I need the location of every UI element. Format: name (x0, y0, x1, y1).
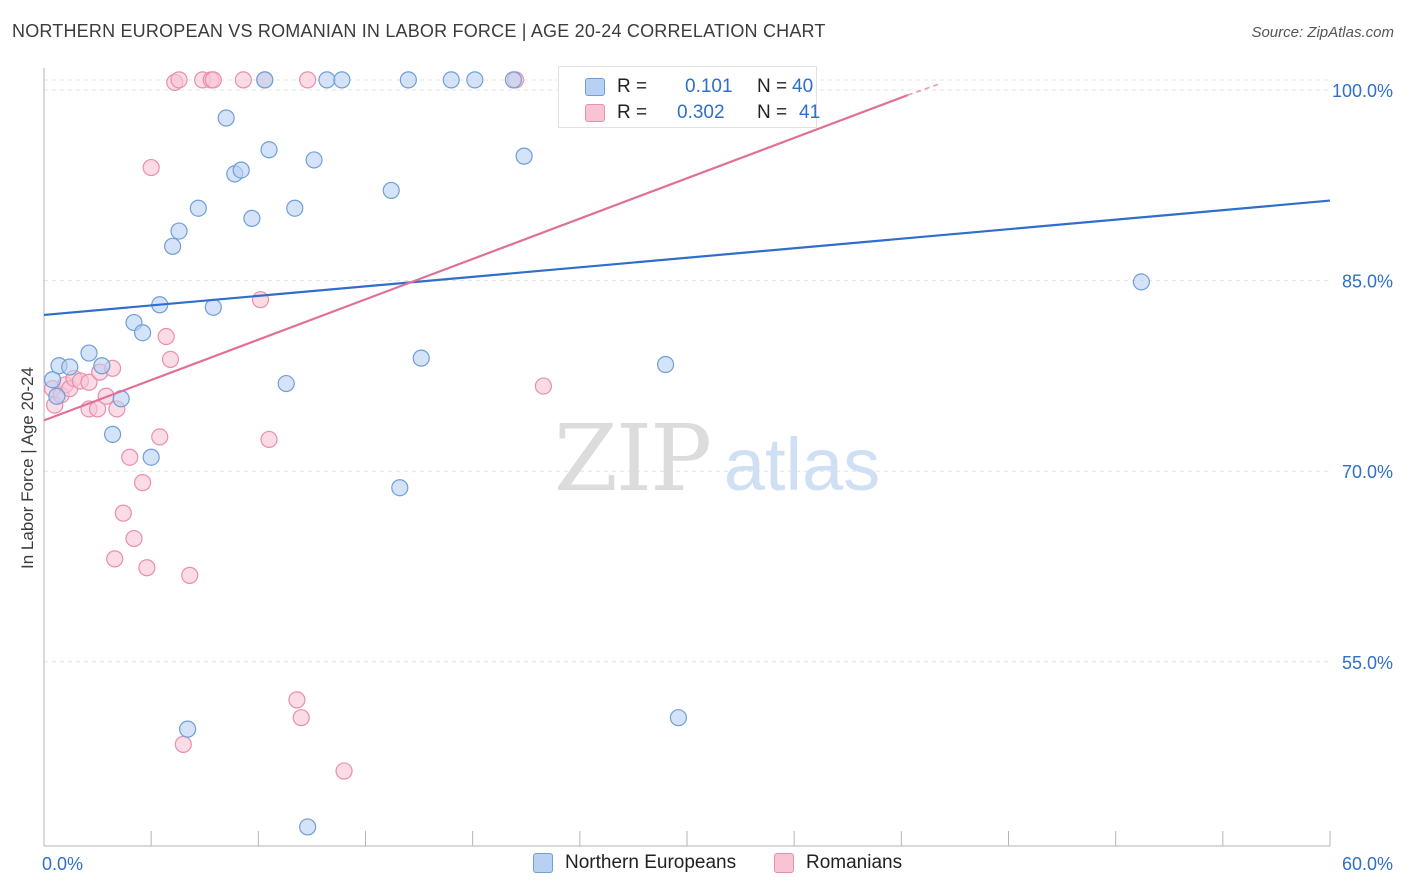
romanians-point (288, 691, 306, 709)
northern-europeans-point (260, 141, 278, 159)
stats-box: R = 0.101 N = 40 R = 0.302 N = 41 (558, 66, 821, 128)
legend-label-romanians: Romanians (806, 852, 903, 873)
northern-europeans-point (412, 349, 430, 367)
x-tick-label: 60.0% (1342, 854, 1393, 874)
romanians-point (157, 327, 175, 346)
northern-europeans-point (93, 357, 111, 375)
northern-europeans-points (43, 71, 1150, 836)
northern-europeans-point (103, 425, 122, 443)
legend-item-northern-europeans[interactable]: Northern Europeans (533, 852, 736, 874)
romanians-point (142, 158, 160, 177)
northern-europeans-point (43, 371, 62, 389)
source-credit: Source: ZipAtlas.com (1251, 24, 1394, 41)
romanians-point (181, 566, 199, 584)
northern-europeans-point (217, 109, 235, 127)
legend-swatch-pink (774, 853, 794, 873)
northern-europeans-point (382, 181, 400, 200)
legend-swatch-blue (533, 853, 553, 873)
stats-r-value-blue: 0.101 (685, 76, 733, 97)
legend: Northern Europeans Romanians (0, 852, 1406, 878)
y-tick-label: 55.0% (1342, 653, 1393, 673)
stats-swatch-pink (585, 104, 605, 122)
legend-label-northern-europeans: Northern Europeans (565, 852, 737, 873)
northern-europeans-point (391, 479, 409, 497)
romanians-point (114, 504, 132, 522)
stats-r-label: R = (617, 102, 648, 123)
romanians-point (125, 529, 143, 548)
watermark: ZIP atlas (554, 405, 880, 512)
y-tick-label: 100.0% (1332, 81, 1393, 101)
northern-europeans-point (305, 151, 323, 169)
romanians-point (204, 71, 222, 89)
northern-europeans-point (656, 355, 675, 374)
romanians-point (151, 428, 169, 446)
northern-europeans-point (232, 161, 250, 179)
northern-europeans-point (189, 199, 207, 217)
northern-europeans-point (133, 324, 152, 342)
stats-n-value-blue: 40 (792, 76, 814, 97)
x-tick-label: 0.0% (42, 854, 83, 874)
northern-europeans-point (204, 298, 222, 316)
northern-europeans-point (48, 387, 66, 405)
stats-n-value-pink: 41 (799, 102, 821, 123)
romanians-point (234, 71, 252, 89)
northern-europeans-point (164, 237, 182, 255)
northern-europeans-point (515, 147, 533, 165)
watermark-atlas: atlas (724, 423, 880, 506)
stats-n-label: N = (757, 102, 788, 123)
stats-swatch-blue (585, 78, 605, 96)
northern-europeans-point (1132, 273, 1150, 291)
stats-r-value-pink: 0.302 (677, 102, 725, 123)
northern-europeans-point (333, 71, 351, 89)
romanians-point (260, 430, 278, 449)
northern-europeans-point (286, 199, 304, 217)
chart-title: NORTHERN EUROPEAN VS ROMANIAN IN LABOR F… (12, 21, 826, 41)
trend-lines (43, 82, 1331, 422)
northern-europeans-point (442, 71, 460, 89)
romanians-point (170, 71, 188, 89)
romanians-point (106, 550, 124, 568)
northern-europeans-point (299, 818, 317, 836)
northern-europeans-point (256, 71, 274, 89)
romanians-point (133, 474, 152, 492)
watermark-zip: ZIP (554, 405, 710, 512)
northern-europeans-point (669, 709, 688, 727)
romanians-trend-line (43, 94, 909, 422)
y-tick-label: 85.0% (1342, 272, 1393, 292)
romanians-point (80, 373, 98, 391)
romanians-point (161, 350, 180, 369)
northern-europeans-point (142, 448, 160, 466)
romanians-point (299, 71, 317, 89)
romanians-point (121, 448, 139, 466)
romanians-point (138, 559, 156, 577)
romanians-point (335, 762, 353, 780)
northern-europeans-point (504, 71, 522, 89)
northern-europeans-point (80, 344, 98, 362)
romanians-trend-extension (907, 82, 941, 96)
axes (43, 68, 1331, 847)
northern-europeans-point (170, 222, 188, 240)
romanians-point (174, 735, 192, 753)
northern-europeans-point (243, 209, 261, 227)
tick-labels: 100.0% 85.0% 70.0% 55.0% 0.0% 60.0% (42, 81, 1393, 874)
romanians-point (292, 709, 310, 727)
northern-europeans-point (179, 720, 197, 738)
y-tick-label: 70.0% (1342, 462, 1393, 482)
northern-europeans-point (61, 358, 79, 376)
stats-r-label: R = (617, 76, 648, 97)
northern-europeans-point (399, 71, 417, 89)
northern-europeans-point (318, 71, 336, 89)
stats-n-label: N = (757, 76, 788, 97)
northern-europeans-trend-line (43, 199, 1331, 317)
romanians-point (534, 377, 552, 395)
northern-europeans-point (466, 71, 484, 89)
northern-europeans-point (277, 374, 295, 393)
legend-item-romanians[interactable]: Romanians (774, 852, 902, 874)
